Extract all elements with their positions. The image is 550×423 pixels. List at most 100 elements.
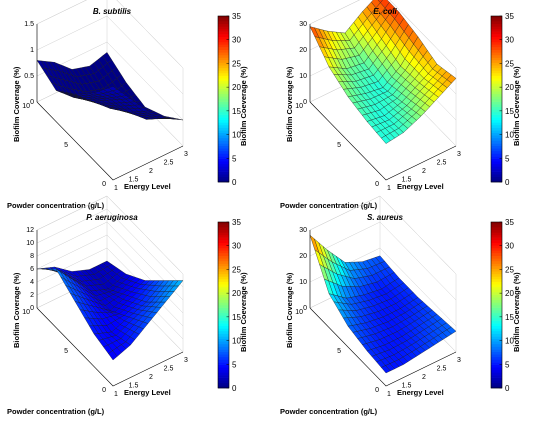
x-tick-label: 2.5 — [437, 366, 447, 373]
colorbar-segment — [218, 276, 229, 280]
colorbar-segment — [491, 26, 502, 30]
colorbar-segment — [491, 281, 502, 285]
x-tick-label: 2 — [149, 374, 153, 381]
y-tick-label: 0 — [375, 387, 379, 394]
x-tick-label: 3 — [184, 357, 188, 364]
colorbar-segment — [218, 34, 229, 38]
axis-line — [36, 307, 184, 387]
colorbar-tick-label: 35 — [232, 12, 241, 21]
colorbar-segment — [218, 148, 229, 152]
z-gridline — [309, 221, 457, 301]
colorbar-tick-label: 0 — [232, 178, 237, 187]
colorbar-segment — [491, 343, 502, 347]
colorbar-segment — [491, 54, 502, 58]
colorbar-segment — [218, 354, 229, 358]
colorbar-segment — [491, 36, 502, 40]
colorbar-tick-label: 10 — [232, 337, 241, 346]
colorbar-segment — [491, 268, 502, 272]
colorbar-segment — [218, 253, 229, 257]
colorbar-tick-label: 5 — [232, 154, 237, 163]
colorbar-segment — [491, 65, 502, 69]
colorbar-segment — [491, 292, 502, 295]
colorbar-segment — [218, 343, 229, 347]
colorbar-segment — [491, 99, 502, 102]
colorbar-segment — [218, 268, 229, 272]
colorbar-segment — [491, 258, 502, 262]
colorbar: 0 5 10 15 20 25 30 35 Biofilm Coeverage (%) — [217, 218, 248, 393]
z-axis-label: Biofilm Coverage (%) — [285, 272, 294, 348]
colorbar-segment — [218, 65, 229, 69]
colorbar-segment — [491, 86, 502, 89]
x-tick-label: 2 — [149, 168, 153, 175]
z-axis-label: Biofilm Coverage (%) — [12, 66, 21, 142]
colorbar-segment — [491, 148, 502, 152]
z-tick-label: 0 — [30, 305, 34, 312]
colorbar-label: Biofilm Coeverage (%) — [512, 272, 521, 352]
colorbar-segment — [218, 315, 229, 319]
colorbar-segment — [491, 250, 502, 254]
colorbar-segment — [218, 143, 229, 146]
z-tick-label: 12 — [26, 227, 34, 234]
colorbar-segment — [491, 222, 502, 225]
colorbar-segment — [491, 122, 502, 126]
colorbar-segment — [218, 73, 229, 76]
x-tick-label: 1.5 — [129, 383, 139, 390]
z-tick-label: 2 — [30, 292, 34, 299]
colorbar-segment — [491, 78, 502, 82]
colorbar-segment — [218, 297, 229, 301]
colorbar-segment — [218, 140, 229, 144]
colorbar-segment — [218, 346, 229, 350]
colorbar-segment — [218, 359, 229, 363]
colorbar-segment — [218, 279, 229, 282]
surface — [309, 0, 457, 144]
colorbar-segment — [218, 312, 229, 316]
colorbar-segment — [491, 34, 502, 38]
colorbar-segment — [491, 377, 502, 381]
colorbar-segment — [491, 179, 502, 183]
colorbar-segment — [491, 375, 502, 378]
surface-patch — [446, 326, 457, 335]
colorbar-segment — [491, 266, 502, 269]
z-tick-label: 0 — [303, 99, 307, 106]
colorbar-segment — [491, 369, 502, 373]
colorbar-segment — [218, 375, 229, 378]
colorbar-segment — [218, 93, 229, 97]
colorbar-segment — [218, 250, 229, 254]
colorbar-segment — [491, 135, 502, 139]
axis-line — [309, 307, 457, 387]
colorbar-segment — [218, 356, 229, 360]
colorbar-segment — [491, 75, 502, 79]
colorbar-segment — [218, 260, 229, 264]
surface — [309, 234, 457, 374]
colorbar-segment — [491, 41, 502, 45]
colorbar-segment — [218, 163, 229, 167]
x-tick-label: 1.5 — [129, 177, 139, 184]
colorbar-segment — [218, 47, 229, 51]
colorbar-segment — [491, 323, 502, 327]
colorbar-segment — [491, 305, 502, 308]
colorbar-segment — [491, 171, 502, 175]
x-tick-label: 1 — [387, 391, 391, 398]
colorbar-segment — [491, 44, 502, 48]
colorbar-tick-label: 30 — [505, 36, 514, 45]
colorbar-segment — [491, 315, 502, 319]
surface-patch — [377, 0, 383, 3]
colorbar-segment — [218, 96, 229, 100]
colorbar-segment — [491, 140, 502, 144]
colorbar-segment — [218, 18, 229, 22]
colorbar-segment — [491, 234, 502, 238]
surface — [36, 52, 184, 121]
colorbar-segment — [491, 263, 502, 267]
colorbar-segment — [491, 174, 502, 178]
colorbar-segment — [218, 41, 229, 45]
colorbar-segment — [491, 124, 502, 128]
colorbar-segment — [491, 130, 502, 134]
colorbar-segment — [218, 323, 229, 327]
x-tick-label: 2.5 — [164, 366, 174, 373]
subplot-title: E. coli — [373, 7, 397, 16]
z-tick-label: 4 — [30, 279, 34, 286]
y-axis-label: Powder concentration (g/L) — [280, 407, 378, 416]
colorbar-segment — [218, 101, 229, 105]
